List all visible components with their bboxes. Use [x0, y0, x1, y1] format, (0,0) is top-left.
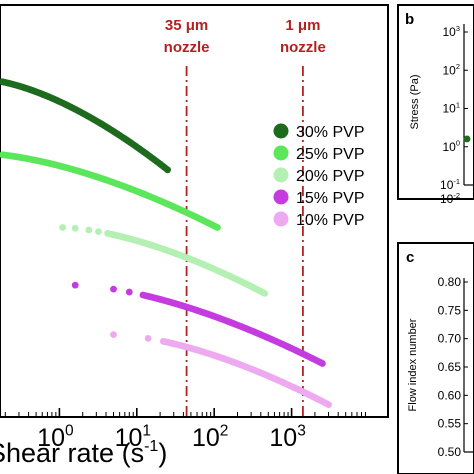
legend-entry: 20% PVP	[296, 168, 364, 185]
legend-entry: 15% PVP	[296, 190, 364, 207]
legend-marker	[273, 123, 289, 139]
panel-c-label: c	[406, 249, 414, 266]
y-tick-label: 0.75	[438, 303, 462, 317]
panel-c-frame	[397, 242, 474, 474]
x-tick-label: 102	[192, 423, 228, 453]
series-5	[110, 331, 332, 409]
reference-line-label: nozzle	[280, 39, 326, 56]
panel-c-y-axis-label: Flow index number	[407, 318, 419, 411]
y-tick-label: 0.80	[438, 275, 462, 289]
data-point	[463, 135, 471, 143]
series-3	[59, 224, 269, 297]
y-tick-label: 10-1	[440, 177, 460, 192]
y-tick-label: 101	[443, 100, 461, 115]
series-2	[0, 151, 221, 231]
series-4	[71, 281, 326, 367]
y-tick-label: 0.55	[438, 417, 462, 431]
panel-c-y-ticks: 0.80 0.75 0.70 0.65 0.60 0.55 0.50	[438, 275, 468, 459]
legend-marker	[273, 189, 289, 205]
y-tick-label: 0.50	[438, 445, 462, 459]
data-point	[261, 290, 269, 297]
legend-entry: 10% PVP	[296, 212, 364, 229]
data-point	[125, 288, 133, 296]
panel-b-x-ticks: 10-2	[440, 191, 460, 206]
y-tick-label: 0.65	[438, 360, 462, 374]
data-point	[71, 224, 79, 232]
legend-marker	[273, 211, 289, 227]
data-point	[110, 285, 117, 293]
y-tick-label: 102	[443, 62, 461, 77]
y-tick-label: 100	[443, 139, 461, 154]
legend: 30% PVP 25% PVP 20% PVP 15% PVP 10% PVP	[273, 123, 364, 229]
data-point	[85, 226, 93, 234]
panel-a-x-tick-labels: 100 101 102 103	[37, 423, 306, 453]
y-tick-label: 0.60	[438, 388, 462, 402]
reference-line-label: 35 μm	[165, 17, 208, 34]
y-tick-label: 103	[443, 24, 461, 39]
panel-b-label: b	[405, 11, 414, 28]
panel-b-y-ticks: 103 102 101 100 10-1	[440, 24, 468, 192]
panel-a-x-ticks	[4, 408, 366, 417]
legend-entry: 25% PVP	[296, 146, 364, 163]
legend-marker	[273, 145, 289, 161]
panel-b: b 103 102 101 100 10-1 10-2 Stress (Pa)	[397, 4, 474, 206]
panel-b-frame	[397, 4, 474, 200]
data-point	[319, 360, 326, 367]
legend-entry: 30% PVP	[296, 124, 364, 141]
x-tick-label: 100	[37, 423, 74, 453]
data-point	[59, 224, 67, 231]
panel-a: 100 101 102 103 35 μm nozzle 1 μm nozzle 30% P…	[0, 4, 389, 468]
x-tick-label: 101	[115, 423, 151, 453]
y-tick-label: 0.70	[438, 332, 462, 346]
panel-b-y-axis-label: Stress (Pa)	[409, 74, 421, 129]
data-point	[164, 166, 172, 174]
series-1	[0, 78, 172, 174]
legend-marker	[273, 167, 289, 183]
data-point	[144, 334, 152, 342]
panel-c: c 0.80 0.75 0.70 0.65 0.60 0.55 0.50 Flow inde…	[397, 242, 474, 474]
panel-b-points	[463, 135, 471, 143]
data-point	[71, 281, 79, 289]
data-point	[214, 224, 221, 231]
x-tick-label: 103	[269, 423, 305, 453]
data-point	[110, 331, 117, 338]
panel-a-x-axis-label: Shear rate (s-1)	[0, 438, 167, 468]
data-series	[0, 78, 332, 409]
panel-a-frame	[0, 4, 389, 418]
reference-line-label: nozzle	[164, 39, 210, 56]
data-point	[95, 228, 102, 236]
reference-lines: 35 μm nozzle 1 μm nozzle	[164, 17, 326, 417]
reference-line-label: 1 μm	[285, 17, 320, 34]
data-point	[325, 401, 332, 409]
x-tick-label: 10-2	[440, 191, 460, 206]
